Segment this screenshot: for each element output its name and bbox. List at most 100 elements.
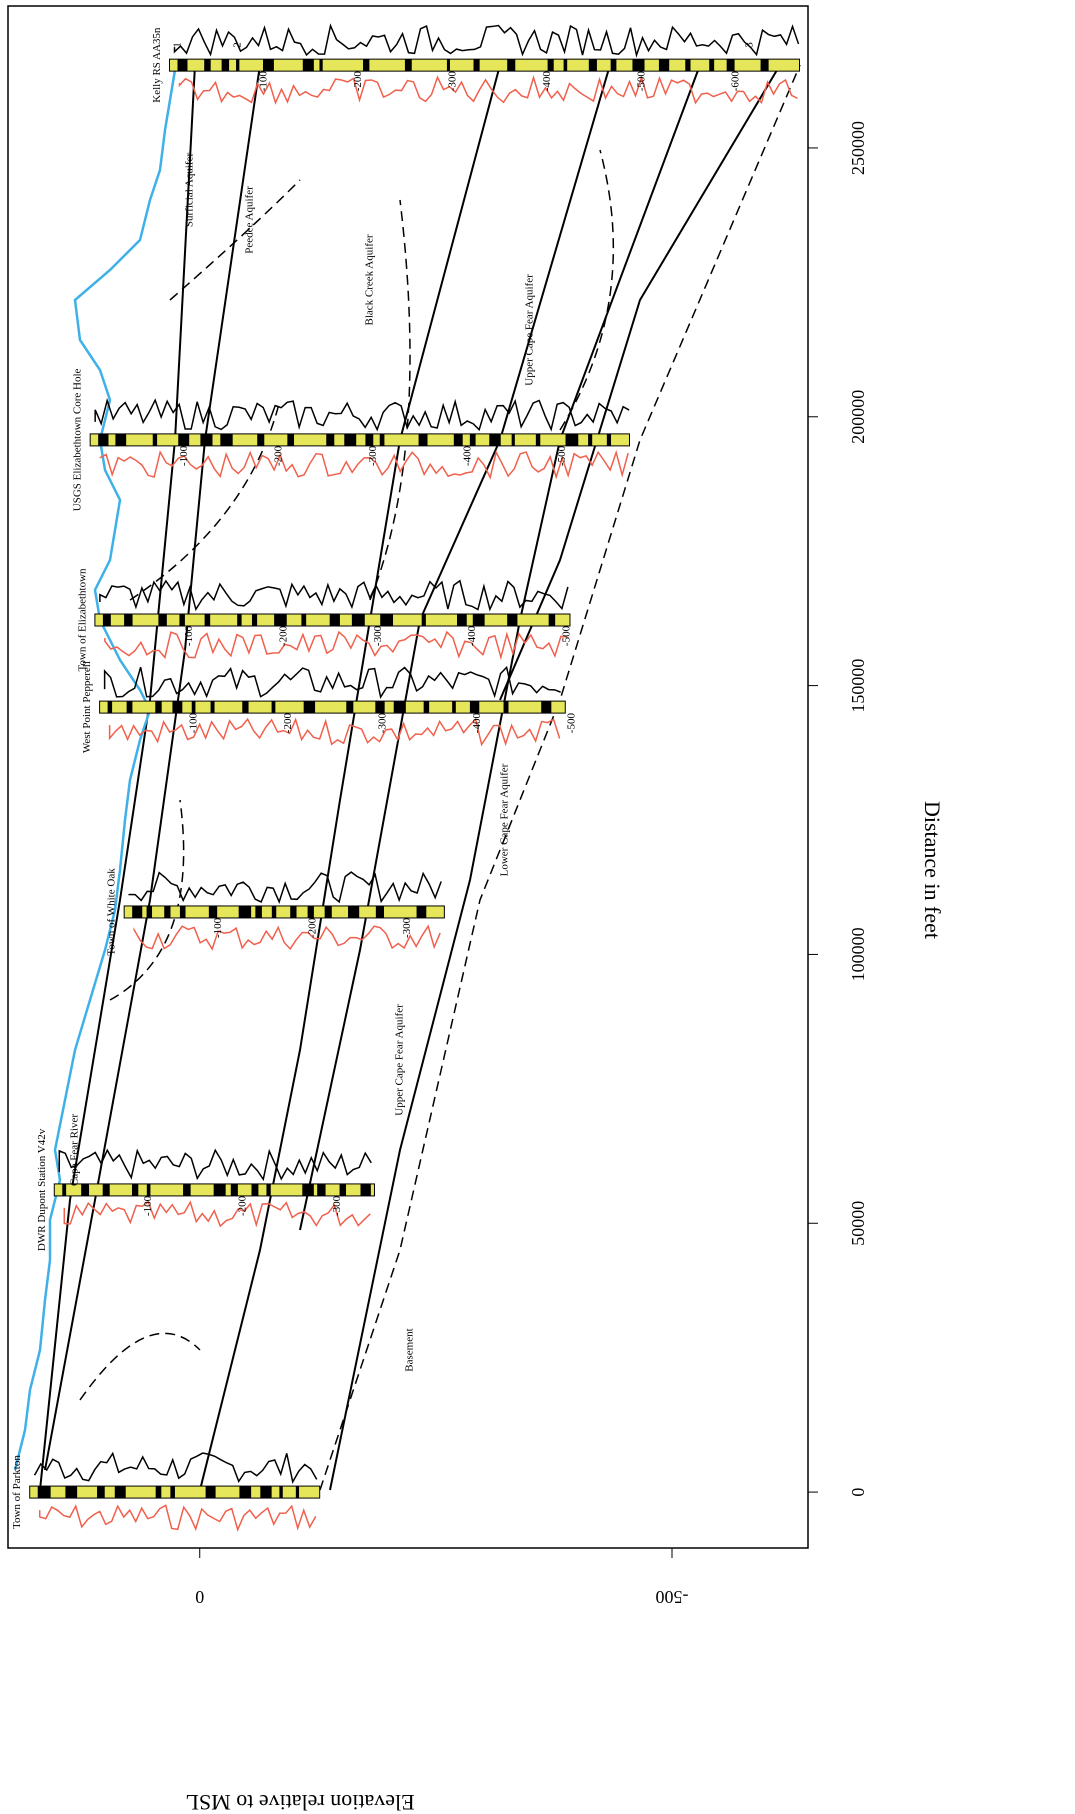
lithology-block <box>213 1183 226 1196</box>
gamma-log <box>38 1504 317 1532</box>
boundary-line <box>199 64 501 1491</box>
lithology-block <box>262 59 274 72</box>
x-tick-label: 250000 <box>848 121 868 175</box>
lithology-block <box>446 59 450 72</box>
lithology-block <box>179 905 186 918</box>
lithology-block <box>421 614 426 627</box>
lithology-block <box>251 614 258 627</box>
lithology-block <box>255 905 262 918</box>
lithology-block <box>610 59 617 72</box>
lithology-block <box>489 433 501 446</box>
lithology-block <box>457 614 467 627</box>
depth-label: -200 <box>277 625 289 646</box>
lithology-block <box>236 59 240 72</box>
depth-label: -600 <box>730 71 742 92</box>
gamma-log <box>99 449 629 480</box>
lithology-block <box>146 905 153 918</box>
lithology-block <box>131 1183 139 1196</box>
lithology-block <box>146 1183 151 1196</box>
lithology-block <box>124 614 133 627</box>
depth-label: -500 <box>556 445 568 466</box>
annotation: Peedee Aquifer <box>244 186 256 254</box>
depth-label: -200 <box>282 713 294 734</box>
lithology-block <box>237 614 242 627</box>
lithology-block <box>363 59 370 72</box>
lithology-block <box>200 433 213 446</box>
lithology-block <box>271 905 277 918</box>
well-name: DWR Dupont Station V42v <box>36 1128 48 1251</box>
lithology-block <box>152 433 158 446</box>
lithology-block <box>346 701 354 714</box>
lithology-block <box>266 1183 271 1196</box>
lithology-block <box>65 1486 78 1499</box>
lithology-block <box>588 59 597 72</box>
x-tick-label: 0 <box>848 1488 868 1497</box>
lithology-block <box>287 433 295 446</box>
gamma-log <box>133 924 441 951</box>
depth-label: -200 <box>237 1195 249 1216</box>
lithology-block <box>221 59 230 72</box>
lithology-block <box>303 701 316 714</box>
well-name: West Point Pepperell <box>81 661 93 753</box>
annotation: 3 <box>744 42 756 48</box>
depth-label: -200 <box>273 445 285 466</box>
lithology-block <box>658 59 670 72</box>
depth-label: -100 <box>212 917 224 938</box>
depth-label: -300 <box>377 713 389 734</box>
x-tick-label: 50000 <box>848 1201 868 1246</box>
lithology-block <box>290 905 297 918</box>
lithology-block <box>423 701 430 714</box>
lithology-block <box>632 59 645 72</box>
lithology-block <box>251 1183 259 1196</box>
lithology-block <box>260 1486 272 1499</box>
annotation: Upper Cape Fear Aquifer <box>524 274 536 386</box>
depth-label: -300 <box>401 917 413 938</box>
lithology-block <box>360 1183 371 1196</box>
lithology-block <box>709 59 715 72</box>
depth-label: -100 <box>188 713 200 734</box>
lithology-block <box>62 1183 67 1196</box>
gamma-log <box>108 717 561 747</box>
lithology-block <box>172 701 183 714</box>
flow-line <box>109 799 185 1001</box>
lithology-block <box>503 701 509 714</box>
lithology-block <box>685 59 691 72</box>
boundary-line <box>299 64 611 1231</box>
well-name: Kelly RS AA35n <box>151 27 163 103</box>
lithology-block <box>238 905 252 918</box>
lithology-block <box>472 614 485 627</box>
lithology-block <box>547 59 554 72</box>
lithology-block <box>295 1486 300 1499</box>
lithology-block <box>98 433 109 446</box>
lithology-block <box>183 1183 191 1196</box>
lithology-block <box>760 59 769 72</box>
depth-label: -300 <box>331 1195 343 1216</box>
resistivity-log <box>94 397 630 432</box>
boundary-line <box>44 64 261 1471</box>
lithology-block <box>102 614 111 627</box>
lithology-block <box>726 59 735 72</box>
depth-label: -500 <box>561 625 573 646</box>
lithology-block <box>329 614 340 627</box>
lithology-block <box>164 905 171 918</box>
lithology-block <box>205 1486 216 1499</box>
lithology-block <box>324 905 332 918</box>
lithology-block <box>317 1183 326 1196</box>
plot-frame <box>7 5 809 1549</box>
annotation: Cape Fear River <box>69 1114 81 1186</box>
depth-label: -300 <box>367 445 379 466</box>
annotation: Upper Cape Fear Aquifer <box>394 1004 406 1116</box>
lithology-block <box>548 614 556 627</box>
lithology-block <box>473 59 480 72</box>
lithology-block <box>102 1183 110 1196</box>
y-tick-label: -500 <box>655 1587 688 1607</box>
lithology-block <box>302 59 314 72</box>
well-column <box>89 433 630 447</box>
resistivity-log <box>128 871 442 904</box>
flow-line <box>129 399 281 601</box>
lithology-block <box>155 701 162 714</box>
flow-line <box>559 149 615 431</box>
well-name: USGS Elizabethtown Core Hole <box>72 368 84 511</box>
gamma-log <box>63 1200 371 1228</box>
depth-label: -500 <box>635 71 647 92</box>
